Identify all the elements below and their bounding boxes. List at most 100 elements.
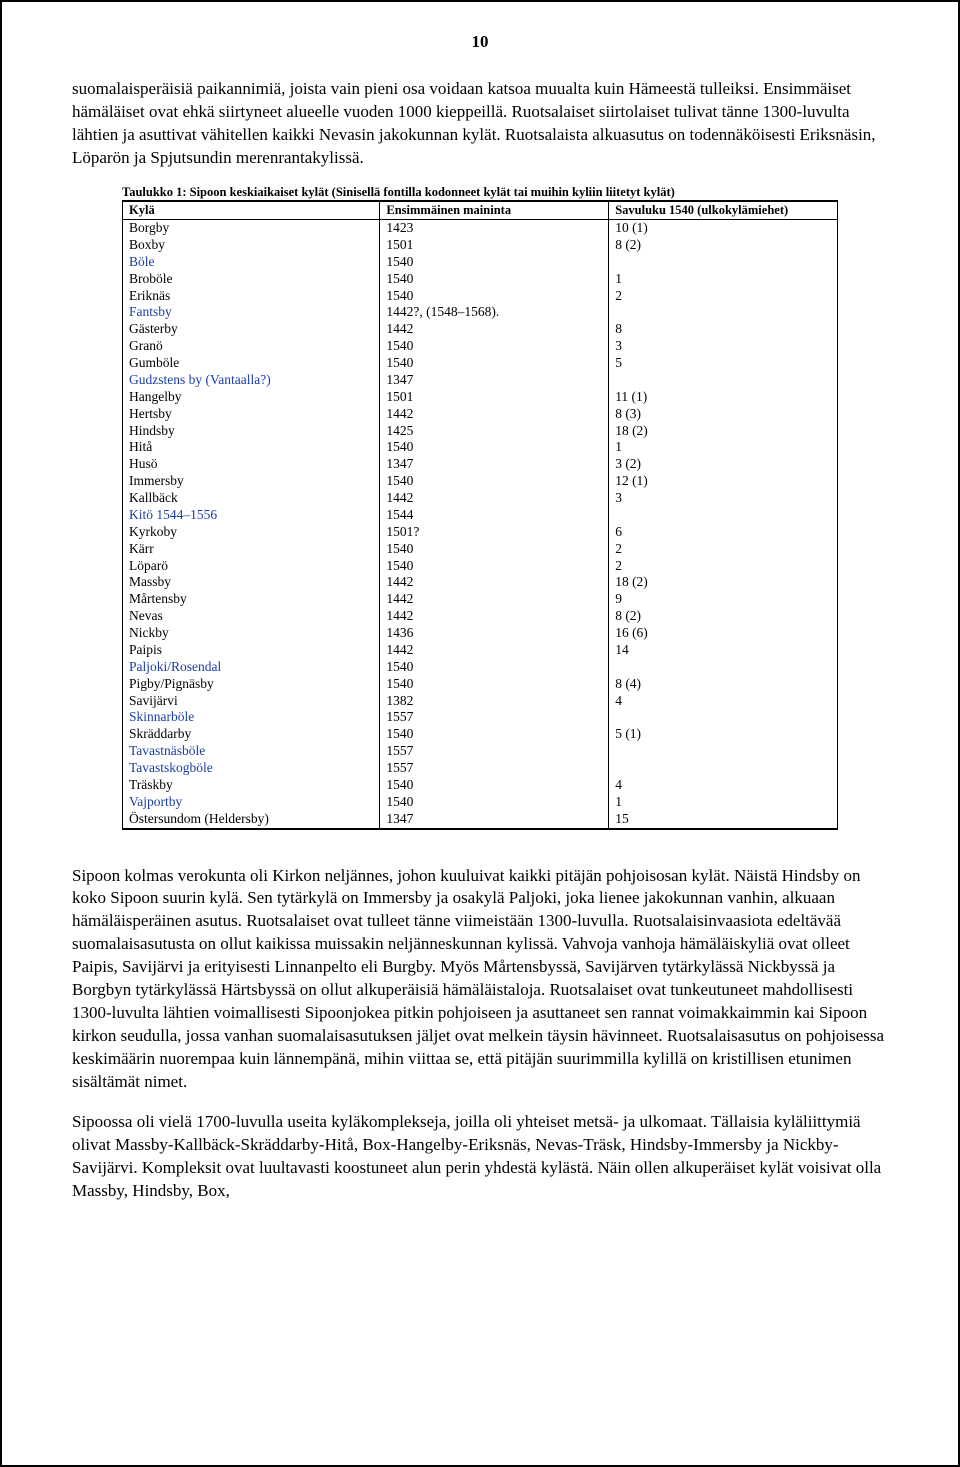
page-number: 10 [72,32,888,52]
cell-maininta: 1442?, (1548–1568). [380,304,609,321]
table-row: Broböle15401 [123,271,838,288]
cell-savuluku: 4 [609,777,838,794]
cell-maininta: 1557 [380,709,609,726]
cell-savuluku: 5 (1) [609,726,838,743]
table-row: Tavastnäsböle1557 [123,743,838,760]
cell-kyla: Gästerby [123,321,380,338]
table-row: Gästerby14428 [123,321,838,338]
cell-maininta: 1442 [380,608,609,625]
table-row: Kitö 1544–15561544 [123,507,838,524]
cell-maininta: 1540 [380,473,609,490]
cell-maininta: 1544 [380,507,609,524]
cell-savuluku: 3 [609,338,838,355]
table-row: Paljoki/Rosendal1540 [123,659,838,676]
cell-maininta: 1501 [380,389,609,406]
table-row: Nevas14428 (2) [123,608,838,625]
table-row: Eriknäs15402 [123,288,838,305]
cell-kyla: Immersby [123,473,380,490]
cell-maininta: 1540 [380,271,609,288]
cell-savuluku: 8 [609,321,838,338]
table-row: Mårtensby14429 [123,591,838,608]
col-header-kyla: Kylä [123,201,380,220]
cell-kyla: Paljoki/Rosendal [123,659,380,676]
cell-savuluku: 2 [609,541,838,558]
cell-kyla: Böle [123,254,380,271]
cell-maininta: 1347 [380,456,609,473]
cell-kyla: Boxby [123,237,380,254]
table-row: Paipis144214 [123,642,838,659]
cell-maininta: 1442 [380,574,609,591]
cell-kyla: Broböle [123,271,380,288]
cell-kyla: Borgby [123,220,380,237]
document-page: 10 suomalaisperäisiä paikannimiä, joista… [0,0,960,1467]
cell-savuluku [609,743,838,760]
cell-kyla: Kallbäck [123,490,380,507]
cell-savuluku [609,760,838,777]
cell-savuluku: 1 [609,271,838,288]
cell-kyla: Vajportby [123,794,380,811]
cell-maininta: 1540 [380,254,609,271]
cell-kyla: Östersundom (Heldersby) [123,811,380,829]
cell-savuluku: 16 (6) [609,625,838,642]
cell-savuluku: 2 [609,288,838,305]
table-row: Hangelby150111 (1) [123,389,838,406]
paragraph-2: Sipoon kolmas verokunta oli Kirkon neljä… [72,865,888,1094]
table-row: Granö15403 [123,338,838,355]
table-row: Kallbäck14423 [123,490,838,507]
table-row: Borgby142310 (1) [123,220,838,237]
cell-kyla: Löparö [123,558,380,575]
cell-savuluku: 3 [609,490,838,507]
cell-kyla: Granö [123,338,380,355]
col-header-maininta: Ensimmäinen maininta [380,201,609,220]
cell-maininta: 1540 [380,558,609,575]
table-row: Boxby15018 (2) [123,237,838,254]
cell-maininta: 1540 [380,439,609,456]
cell-savuluku: 14 [609,642,838,659]
cell-maininta: 1540 [380,794,609,811]
cell-savuluku: 8 (4) [609,676,838,693]
cell-maininta: 1425 [380,423,609,440]
cell-savuluku: 11 (1) [609,389,838,406]
cell-maininta: 1540 [380,338,609,355]
table-row: Hitå15401 [123,439,838,456]
cell-maininta: 1423 [380,220,609,237]
cell-kyla: Paipis [123,642,380,659]
cell-kyla: Husö [123,456,380,473]
cell-savuluku: 1 [609,439,838,456]
cell-kyla: Hertsby [123,406,380,423]
table-row: Hertsby14428 (3) [123,406,838,423]
cell-kyla: Savijärvi [123,693,380,710]
cell-maininta: 1540 [380,676,609,693]
cell-kyla: Hangelby [123,389,380,406]
cell-savuluku [609,254,838,271]
table-wrap: Kylä Ensimmäinen maininta Savuluku 1540 … [72,200,888,848]
cell-savuluku [609,709,838,726]
table-row: Immersby154012 (1) [123,473,838,490]
cell-kyla: Kärr [123,541,380,558]
cell-kyla: Skinnarböle [123,709,380,726]
cell-kyla: Massby [123,574,380,591]
table-row: Nickby143616 (6) [123,625,838,642]
col-header-savuluku: Savuluku 1540 (ulkokylämiehet) [609,201,838,220]
cell-savuluku: 1 [609,794,838,811]
table-header-row: Kylä Ensimmäinen maininta Savuluku 1540 … [123,201,838,220]
cell-savuluku [609,507,838,524]
table-row: Östersundom (Heldersby)134715 [123,811,838,829]
table-row: Fantsby1442?, (1548–1568). [123,304,838,321]
cell-savuluku: 5 [609,355,838,372]
cell-savuluku: 8 (3) [609,406,838,423]
table-row: Böle1540 [123,254,838,271]
cell-kyla: Hindsby [123,423,380,440]
cell-savuluku: 9 [609,591,838,608]
cell-maininta: 1540 [380,659,609,676]
cell-kyla: Kyrkoby [123,524,380,541]
cell-maininta: 1501? [380,524,609,541]
cell-savuluku: 4 [609,693,838,710]
cell-maininta: 1347 [380,372,609,389]
cell-savuluku [609,372,838,389]
cell-kyla: Eriknäs [123,288,380,305]
cell-maininta: 1540 [380,355,609,372]
cell-maininta: 1540 [380,541,609,558]
table-row: Pigby/Pignäsby15408 (4) [123,676,838,693]
cell-kyla: Nickby [123,625,380,642]
